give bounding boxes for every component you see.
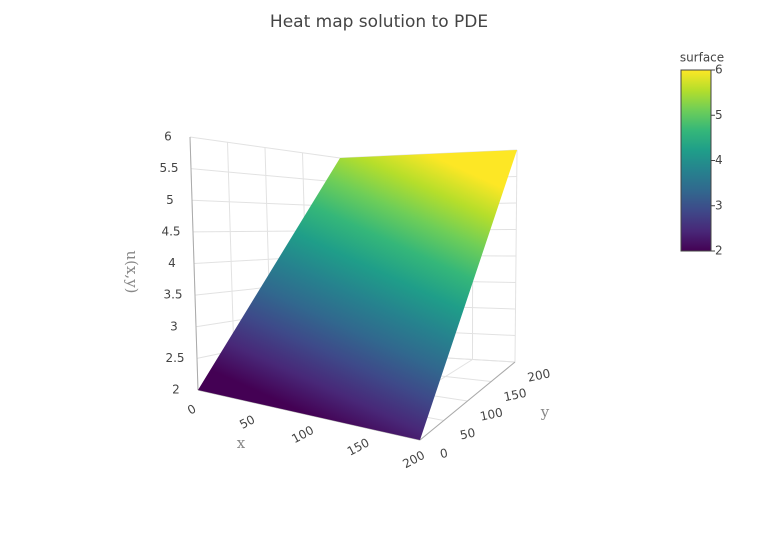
x-tick-label: 50	[237, 412, 257, 432]
z-tick-label: 4.5	[161, 224, 180, 238]
x-tick-label: 150	[345, 436, 372, 459]
z-tick-label: 5	[166, 193, 174, 207]
z-tick-label: 3	[170, 319, 178, 333]
z-axis-line	[189, 136, 199, 391]
y-tick-label: 200	[526, 366, 551, 384]
colorbar-tick-label: 6	[715, 63, 723, 77]
colorbar-tick-label: 5	[715, 108, 723, 122]
y-tick-label: 150	[502, 386, 527, 404]
z-tick-label: 2	[172, 383, 180, 397]
colorbar-title: surface	[680, 51, 724, 65]
y-axis-line	[419, 361, 516, 441]
z-axis-title: u(x,y)	[123, 250, 141, 293]
x-tick-label: 200	[400, 448, 427, 471]
z-tick-label: 6	[164, 130, 172, 144]
x-tick-label: 100	[289, 423, 316, 446]
colorbar-tick-label: 3	[715, 198, 723, 212]
z-tick-label: 4	[168, 256, 176, 270]
colorbar-tick-label: 2	[715, 244, 723, 258]
z-tick-label: 2.5	[165, 351, 184, 365]
z-tick-label: 3.5	[163, 288, 182, 302]
x-axis-title: x	[237, 434, 246, 452]
y-tick-label: 100	[479, 405, 504, 423]
chart-title: Heat map solution to PDE	[270, 12, 488, 32]
z-tick-label: 5.5	[159, 161, 178, 175]
y-axis-title: y	[540, 403, 550, 421]
colorbar-tick-label: 4	[715, 153, 723, 167]
y-tick-label: 0	[439, 446, 449, 461]
colorbar	[680, 69, 712, 252]
x-tick-label: 0	[185, 402, 198, 418]
surface	[198, 150, 517, 440]
y-tick-label: 50	[459, 426, 477, 443]
x-grid-line	[514, 149, 518, 363]
